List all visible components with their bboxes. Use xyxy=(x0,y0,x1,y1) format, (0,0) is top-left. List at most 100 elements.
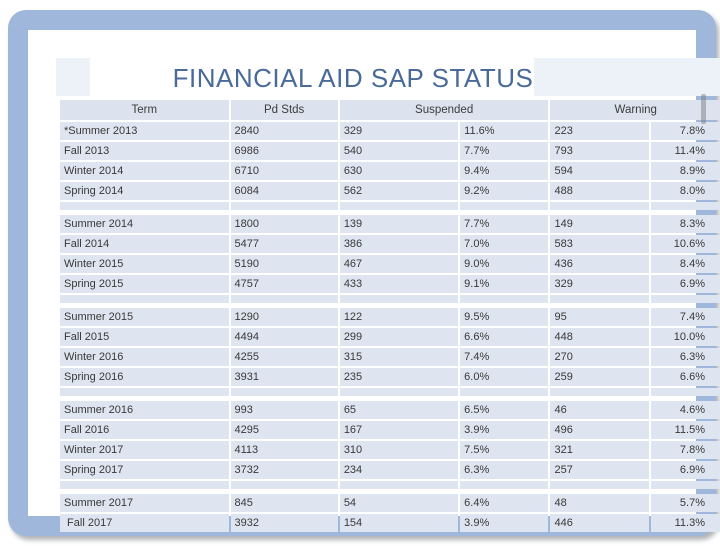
slide-title: FINANCIAL AID SAP STATUS xyxy=(172,63,534,93)
cell-pd_stds: 3932 xyxy=(230,514,338,532)
cell-warning_pct: 8.3% xyxy=(650,215,720,233)
cell-warning_count: 270 xyxy=(550,348,649,366)
cell-suspended_pct: 9.1% xyxy=(460,275,549,293)
col-header-term: Term xyxy=(60,100,229,120)
cell-suspended_count: 467 xyxy=(339,255,459,273)
slide-frame: FINANCIAL AID SAP STATUS Term Pd Stds Su… xyxy=(8,10,720,536)
cell-suspended_count: 540 xyxy=(339,142,459,160)
cell-warning_count: 321 xyxy=(550,441,649,459)
cell-term: Summer 2017 xyxy=(60,494,229,512)
cell-term: Summer 2014 xyxy=(60,215,229,233)
cell-warning_count: 496 xyxy=(550,421,649,439)
cell-warning_count: 594 xyxy=(550,162,649,180)
table-row: Spring 2014 6084 562 9.2% 488 8.0% xyxy=(60,182,720,200)
cell-warning_pct: 6.9% xyxy=(650,275,720,293)
table-row: Winter 2015 5190 467 9.0% 436 8.4% xyxy=(60,255,720,273)
cell-suspended_pct: 6.6% xyxy=(460,328,549,346)
cell-warning_count: 149 xyxy=(550,215,649,233)
cell-suspended_count: 329 xyxy=(339,122,459,140)
group-gap-row xyxy=(60,212,720,213)
cell-suspended_pct: 7.7% xyxy=(460,142,549,160)
cell-warning_pct: 5.7% xyxy=(650,494,720,512)
cell-term: *Summer 2013 xyxy=(60,122,229,140)
cell-suspended_pct: 9.2% xyxy=(460,182,549,200)
cell-suspended_pct: 6.3% xyxy=(460,461,549,479)
cell-warning_pct: 11.4% xyxy=(650,142,720,160)
cell-term: Summer 2015 xyxy=(60,308,229,326)
cell-warning_pct: 7.8% xyxy=(650,441,720,459)
cell-warning_count: 448 xyxy=(550,328,649,346)
cell-warning_count: 488 xyxy=(550,182,649,200)
cell-pd_stds: 845 xyxy=(230,494,338,512)
cell-term: Winter 2017 xyxy=(60,441,229,459)
cell-suspended_pct: 3.9% xyxy=(460,514,549,532)
table-row: Winter 2017 4113 310 7.5% 321 7.8% xyxy=(60,441,720,459)
cell-suspended_pct: 9.0% xyxy=(460,255,549,273)
table-row: Spring 2017 3732 234 6.3% 257 6.9% xyxy=(60,461,720,479)
table-row: Summer 2016 993 65 6.5% 46 4.6% xyxy=(60,401,720,419)
cell-warning_pct: 6.9% xyxy=(650,461,720,479)
table-row: Fall 2017 3932 154 3.9% 446 11.3% xyxy=(60,514,720,532)
cell-suspended_pct: 6.5% xyxy=(460,401,549,419)
group-spacer-row xyxy=(60,388,720,396)
table-header: Term Pd Stds Suspended Warning xyxy=(60,100,720,120)
cell-term: Spring 2015 xyxy=(60,275,229,293)
cell-warning_count: 793 xyxy=(550,142,649,160)
cell-warning_pct: 4.6% xyxy=(650,401,720,419)
cell-warning_count: 46 xyxy=(550,401,649,419)
cell-suspended_count: 235 xyxy=(339,368,459,386)
cell-term: Winter 2015 xyxy=(60,255,229,273)
cell-warning_count: 223 xyxy=(550,122,649,140)
cell-suspended_count: 310 xyxy=(339,441,459,459)
cell-suspended_count: 315 xyxy=(339,348,459,366)
cell-term: Summer 2016 xyxy=(60,401,229,419)
cell-pd_stds: 6710 xyxy=(230,162,338,180)
cell-warning_count: 259 xyxy=(550,368,649,386)
group-gap-row xyxy=(60,398,720,399)
cell-pd_stds: 4757 xyxy=(230,275,338,293)
cell-suspended_pct: 3.9% xyxy=(460,421,549,439)
cell-suspended_pct: 11.6% xyxy=(460,122,549,140)
cell-suspended_pct: 6.4% xyxy=(460,494,549,512)
cell-suspended_count: 433 xyxy=(339,275,459,293)
cell-term: Spring 2017 xyxy=(60,461,229,479)
title-box xyxy=(90,58,534,96)
cell-pd_stds: 1800 xyxy=(230,215,338,233)
cell-pd_stds: 5477 xyxy=(230,235,338,253)
cell-warning_pct: 6.3% xyxy=(650,348,720,366)
cell-suspended_count: 299 xyxy=(339,328,459,346)
cell-term: Winter 2014 xyxy=(60,162,229,180)
table-row: Summer 2014 1800 139 7.7% 149 8.3% xyxy=(60,215,720,233)
cell-pd_stds: 993 xyxy=(230,401,338,419)
col-header-warning: Warning xyxy=(550,100,720,120)
group-spacer-row xyxy=(60,481,720,489)
cell-suspended_pct: 9.5% xyxy=(460,308,549,326)
col-header-suspended: Suspended xyxy=(339,100,549,120)
group-spacer-row xyxy=(60,202,720,210)
cell-suspended_count: 234 xyxy=(339,461,459,479)
cell-pd_stds: 2840 xyxy=(230,122,338,140)
cell-suspended_pct: 7.0% xyxy=(460,235,549,253)
cell-pd_stds: 6084 xyxy=(230,182,338,200)
table-row: *Summer 2013 2840 329 11.6% 223 7.8% xyxy=(60,122,720,140)
cell-pd_stds: 4113 xyxy=(230,441,338,459)
table-row: Fall 2016 4295 167 3.9% 496 11.5% xyxy=(60,421,720,439)
table-row: Fall 2013 6986 540 7.7% 793 11.4% xyxy=(60,142,720,160)
cell-suspended_count: 562 xyxy=(339,182,459,200)
cell-suspended_count: 630 xyxy=(339,162,459,180)
table-row: Summer 2015 1290 122 9.5% 95 7.4% xyxy=(60,308,720,326)
cell-suspended_pct: 7.5% xyxy=(460,441,549,459)
table-row: Fall 2014 5477 386 7.0% 583 10.6% xyxy=(60,235,720,253)
cell-suspended_count: 167 xyxy=(339,421,459,439)
cell-suspended_count: 65 xyxy=(339,401,459,419)
table-row: Winter 2014 6710 630 9.4% 594 8.9% xyxy=(60,162,720,180)
sap-status-table: Term Pd Stds Suspended Warning *Summer 2… xyxy=(58,98,720,534)
cell-term: Fall 2014 xyxy=(60,235,229,253)
cell-term: Fall 2015 xyxy=(60,328,229,346)
table-row: Winter 2016 4255 315 7.4% 270 6.3% xyxy=(60,348,720,366)
cell-suspended_pct: 9.4% xyxy=(460,162,549,180)
cell-warning_pct: 7.8% xyxy=(650,122,720,140)
cell-warning_count: 436 xyxy=(550,255,649,273)
table-row: Spring 2015 4757 433 9.1% 329 6.9% xyxy=(60,275,720,293)
cell-warning_pct: 8.9% xyxy=(650,162,720,180)
